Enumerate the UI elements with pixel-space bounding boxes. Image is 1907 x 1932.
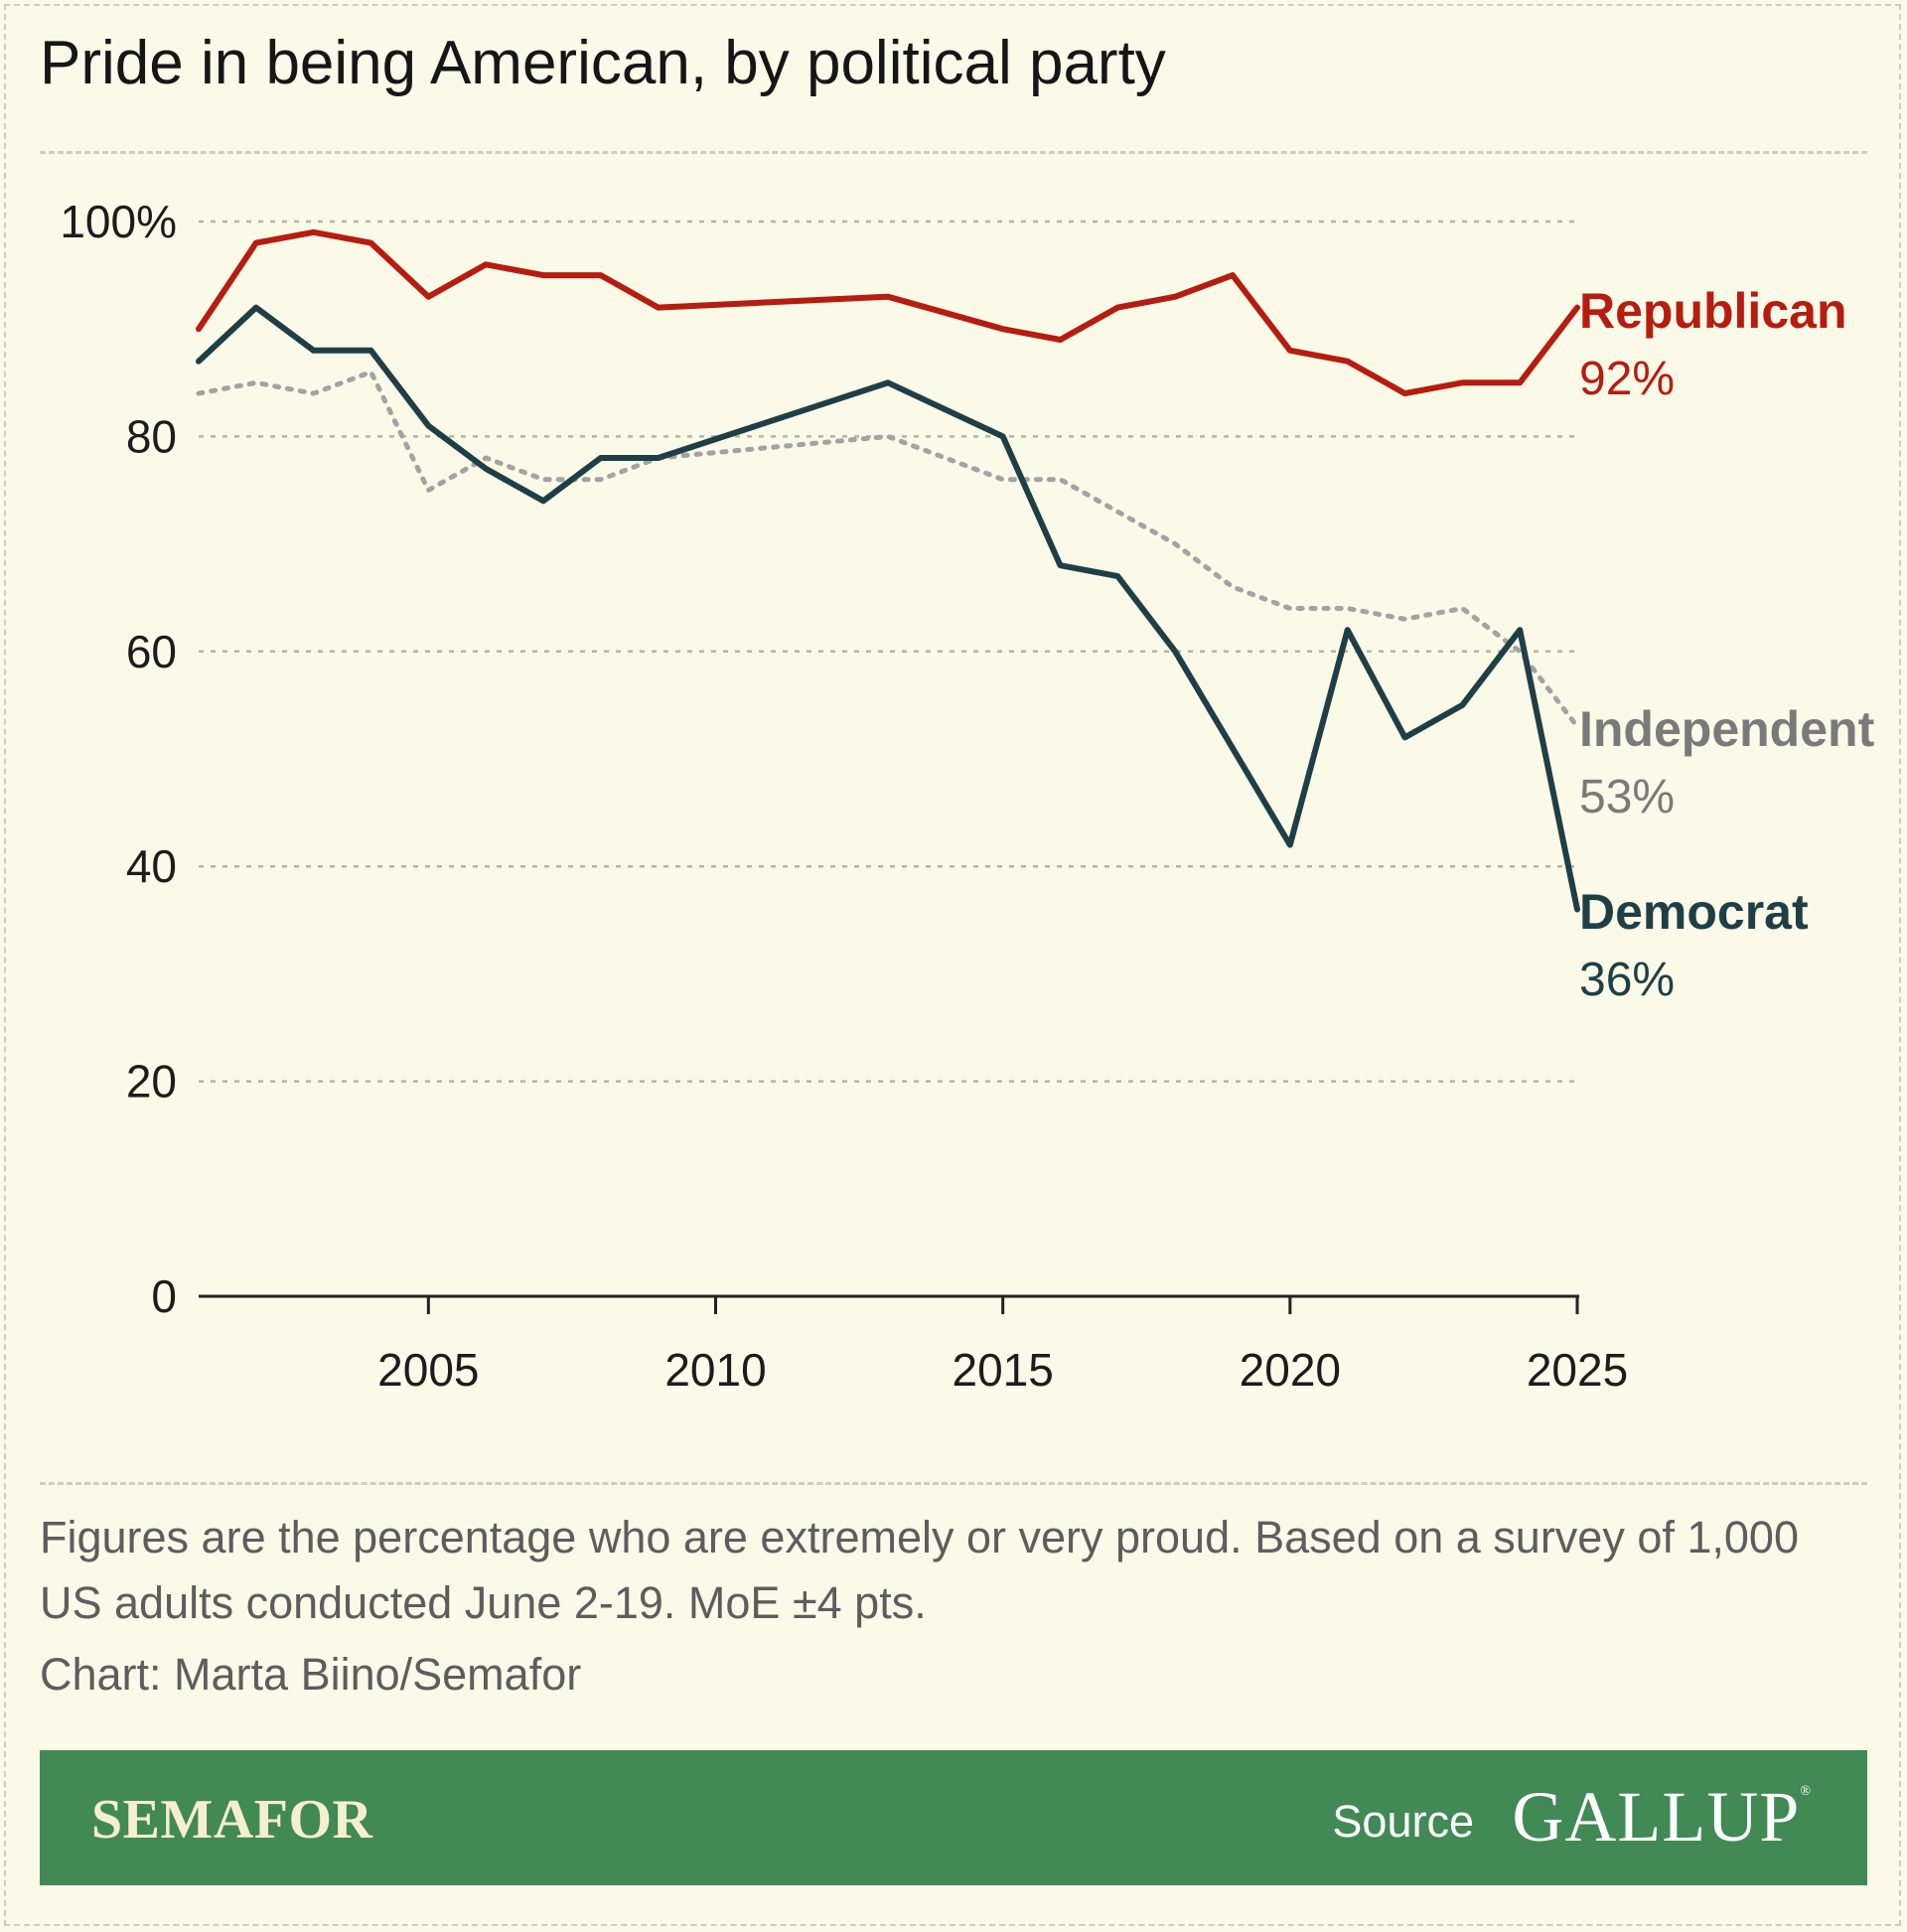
y-tick-label: 20 — [126, 1056, 177, 1108]
x-tick-label: 2015 — [952, 1344, 1053, 1396]
top-divider — [40, 151, 1867, 154]
chart-title: Pride in being American, by political pa… — [40, 29, 1166, 97]
footer-bar: SEMAFOR Source GALLUP® — [40, 1750, 1867, 1885]
y-tick-label: 40 — [126, 840, 177, 892]
bottom-divider — [40, 1482, 1867, 1485]
y-tick-label: 60 — [126, 626, 177, 677]
series-label-republican: Republican — [1579, 283, 1846, 339]
x-tick-label: 2010 — [664, 1344, 766, 1396]
gallup-wordmark: GALLUP — [1512, 1777, 1801, 1857]
semafor-logo: SEMAFOR — [91, 1789, 373, 1851]
series-end-value-independent: 53% — [1579, 771, 1675, 823]
y-tick-label: 80 — [126, 410, 177, 462]
series-line-independent — [196, 370, 1580, 729]
x-tick-label: 2025 — [1527, 1344, 1628, 1396]
source-label: Source — [1332, 1796, 1474, 1847]
y-tick-label: 100% — [60, 196, 177, 247]
series-end-value-democrat: 36% — [1579, 954, 1675, 1006]
x-tick-label: 2005 — [377, 1344, 479, 1396]
series-line-democrat — [196, 304, 1580, 913]
series-end-value-republican: 92% — [1579, 353, 1675, 405]
series-label-democrat: Democrat — [1579, 884, 1809, 940]
y-tick-label: 0 — [151, 1270, 177, 1322]
x-tick-label: 2020 — [1240, 1344, 1341, 1396]
chart-credit: Chart: Marta Biino/Semafor — [40, 1649, 582, 1700]
series-label-independent: Independent — [1579, 701, 1875, 757]
chart-note: Figures are the percentage who are extre… — [40, 1512, 1799, 1628]
chart-frame — [4, 4, 1901, 1926]
series-line-republican — [196, 228, 1580, 397]
line-chart: 0 20 40 60 80 100% 2005 2010 2015 2020 2025 Republi… — [60, 196, 1875, 1396]
gallup-logo: GALLUP® — [1512, 1776, 1812, 1858]
registered-mark: ® — [1800, 1784, 1812, 1799]
